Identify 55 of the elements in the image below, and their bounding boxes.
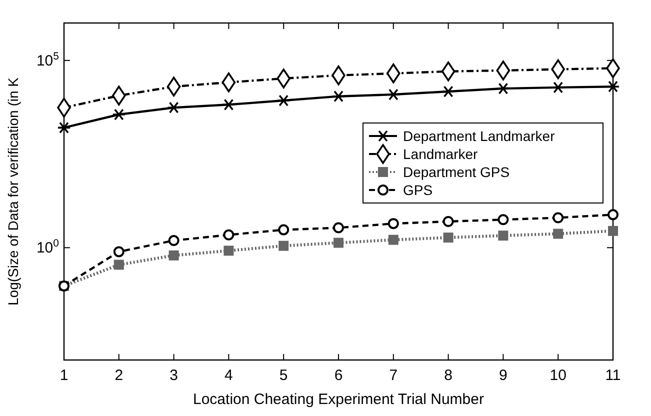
x-tick-label: 4 [224,367,233,384]
legend-label: Landmarker [403,146,478,162]
point [608,209,618,220]
point [222,72,236,92]
point [608,226,618,236]
point [166,76,181,97]
point [553,228,564,239]
point [334,238,344,248]
x-tick-label: 7 [389,367,398,384]
point [278,240,289,251]
point [224,246,234,256]
point [168,235,180,246]
point [386,88,400,100]
y-tick-label: 10$^{5}$ [36,50,60,70]
x-tick-label: 6 [334,367,343,384]
point [166,102,181,114]
point [442,216,454,227]
legend-label: Department Landmarker [403,128,556,144]
x-tick-label: 8 [444,367,452,384]
point [113,246,124,258]
y-axis-title: Log(Size of Data for verification (in K [5,76,21,306]
point [114,260,124,270]
x-tick-label: 9 [499,367,508,384]
point [606,80,620,93]
point [276,94,290,106]
point [333,222,344,234]
x-tick-label: 11 [605,367,621,384]
point [552,212,564,224]
point [112,108,126,120]
point [278,224,290,236]
point [168,250,179,260]
point [276,68,290,88]
x-tick-label: 10 [550,367,566,384]
point [496,60,510,80]
point [222,98,236,111]
x-tick-label: 3 [170,367,178,384]
y-tick-label: 10$^{0}$ [36,238,60,257]
point [443,232,454,243]
x-tick-label: 2 [114,367,124,384]
point [441,86,456,98]
point [498,230,508,241]
point [332,90,346,102]
point [388,234,398,245]
x-axis-title: Location Cheating Experiment Trial Number [193,391,484,408]
point [386,64,400,84]
point [498,214,509,226]
point [551,82,565,94]
point [388,218,399,230]
legend-label: Department GPS [403,164,510,180]
point [441,61,456,82]
x-tick-label: 1 [60,367,68,384]
legend-label: GPS [403,182,433,198]
point [57,122,71,134]
point [223,229,234,240]
x-tick-label: 5 [279,367,288,384]
